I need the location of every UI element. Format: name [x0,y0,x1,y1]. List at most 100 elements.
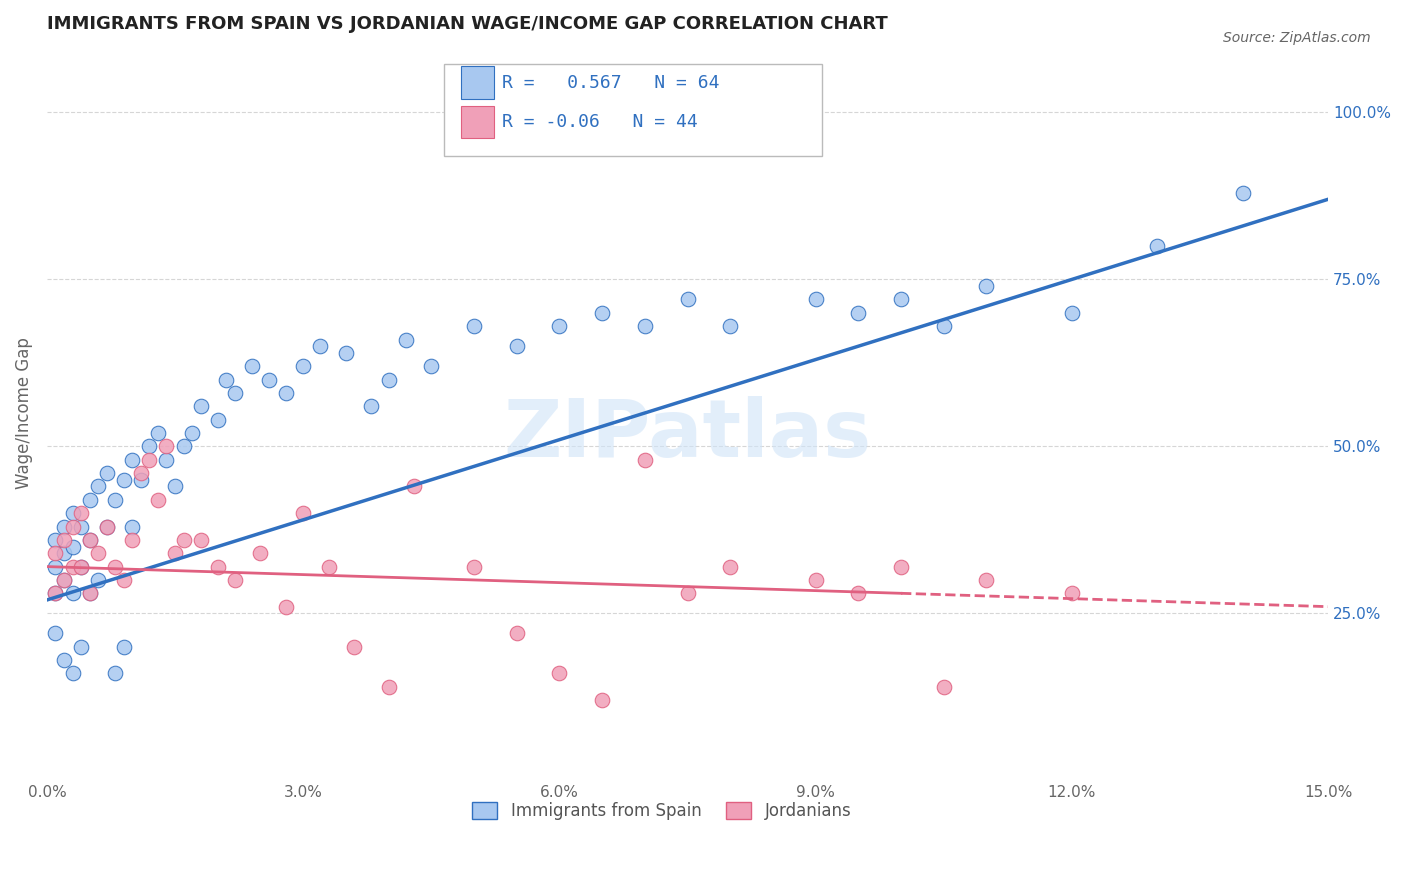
Point [79,533,101,547]
Point [104,559,127,574]
Point [420,359,443,374]
Point [62,540,84,554]
Point [87,479,110,493]
Point [548,666,571,681]
Point [44,626,66,640]
Point [96,519,118,533]
Point [207,412,229,426]
Point [292,506,315,520]
FancyBboxPatch shape [461,66,494,99]
Point [395,333,418,347]
Point [129,473,152,487]
Point [129,466,152,480]
Point [104,492,127,507]
Text: Source: ZipAtlas.com: Source: ZipAtlas.com [1223,31,1371,45]
Point [79,586,101,600]
Point [718,319,741,334]
Point [44,586,66,600]
Point [335,346,357,360]
Point [1232,186,1254,200]
FancyBboxPatch shape [444,64,823,156]
Point [976,573,998,587]
Point [138,439,160,453]
Point [890,293,912,307]
Point [634,319,657,334]
Point [343,640,366,654]
Point [890,559,912,574]
Point [1060,586,1083,600]
Point [249,546,271,560]
Point [70,519,93,533]
Point [309,339,332,353]
Legend: Immigrants from Spain, Jordanians: Immigrants from Spain, Jordanians [465,796,858,827]
Point [274,386,297,401]
Point [146,425,169,440]
Point [112,573,135,587]
Point [96,519,118,533]
Point [70,559,93,574]
Point [224,386,246,401]
Point [190,533,212,547]
Point [121,452,143,467]
Point [87,573,110,587]
Point [155,452,177,467]
Point [505,339,527,353]
Point [146,492,169,507]
Point [62,559,84,574]
Text: R =   0.567   N = 64: R = 0.567 N = 64 [502,73,720,92]
Point [62,586,84,600]
Point [804,293,827,307]
Point [377,680,399,694]
Point [62,666,84,681]
Point [932,680,955,694]
Point [224,573,246,587]
Point [70,506,93,520]
Point [846,306,869,320]
Point [207,559,229,574]
Point [70,640,93,654]
Point [44,546,66,560]
Point [173,439,195,453]
Point [215,373,238,387]
Point [505,626,527,640]
Point [634,452,657,467]
Point [1146,239,1168,253]
Point [121,533,143,547]
Point [1060,306,1083,320]
Point [44,533,66,547]
Point [240,359,263,374]
Point [846,586,869,600]
Point [138,452,160,467]
Point [257,373,280,387]
Point [79,586,101,600]
Point [163,479,186,493]
Point [163,546,186,560]
Point [676,586,699,600]
Point [44,559,66,574]
Point [676,293,699,307]
Point [377,373,399,387]
Point [190,399,212,413]
Point [70,559,93,574]
Point [52,533,75,547]
Point [318,559,340,574]
Point [718,559,741,574]
FancyBboxPatch shape [461,106,494,138]
Point [79,492,101,507]
Point [52,653,75,667]
Point [112,473,135,487]
Point [548,319,571,334]
Point [463,559,485,574]
Text: ZIPatlas: ZIPatlas [503,396,872,474]
Point [591,306,613,320]
Text: R = -0.06   N = 44: R = -0.06 N = 44 [502,113,697,131]
Point [52,573,75,587]
Point [591,693,613,707]
Text: IMMIGRANTS FROM SPAIN VS JORDANIAN WAGE/INCOME GAP CORRELATION CHART: IMMIGRANTS FROM SPAIN VS JORDANIAN WAGE/… [46,15,887,33]
Point [404,479,426,493]
Point [274,599,297,614]
Point [804,573,827,587]
Point [112,640,135,654]
Point [52,573,75,587]
Y-axis label: Wage/Income Gap: Wage/Income Gap [15,337,32,489]
